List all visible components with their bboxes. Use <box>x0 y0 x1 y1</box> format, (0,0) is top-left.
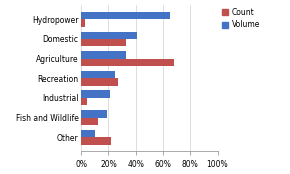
Bar <box>81 118 97 125</box>
Bar <box>81 78 118 86</box>
Bar <box>81 98 87 105</box>
Bar <box>81 137 111 145</box>
Bar <box>81 31 137 39</box>
Legend: Count, Volume: Count, Volume <box>221 6 261 31</box>
Bar <box>81 19 85 27</box>
Bar <box>81 12 170 19</box>
Bar <box>81 59 174 66</box>
Bar <box>81 51 126 59</box>
Bar <box>81 71 115 78</box>
Bar <box>81 90 110 98</box>
Bar <box>81 39 126 46</box>
Bar <box>81 130 95 137</box>
Bar <box>81 110 107 118</box>
